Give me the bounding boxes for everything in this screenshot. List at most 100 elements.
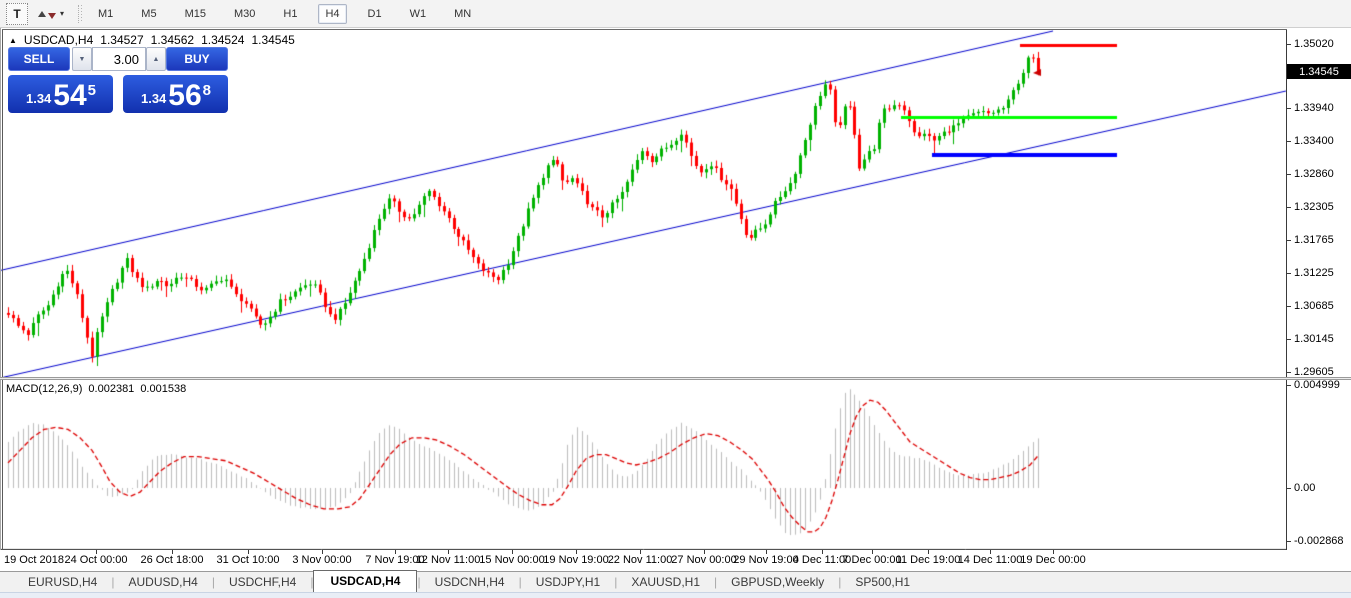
price-axis-tick (1287, 207, 1291, 208)
price-axis-tick (1287, 339, 1291, 340)
pane-left-border (2, 30, 3, 550)
macd-indicator-canvas[interactable] (0, 380, 1287, 550)
time-axis-label: 15 Nov 00:00 (479, 554, 545, 566)
volume-input[interactable]: 3.00 (92, 47, 146, 71)
timeframe-d1[interactable]: D1 (367, 7, 382, 20)
buy-price-big: 56 (168, 79, 202, 112)
time-axis-tick (928, 550, 929, 554)
time-axis-label: 19 Dec 00:00 (1020, 554, 1086, 566)
sell-price-button[interactable]: 1.34 54 5 (8, 75, 113, 113)
tab-separator: | (518, 575, 522, 589)
price-axis-tick (1287, 141, 1291, 142)
one-click-trading-panel: SELL ▼ 3.00 ▲ BUY 1.34 54 5 1.34 56 8 (8, 47, 228, 113)
buy-price-sup: 8 (202, 82, 212, 99)
time-axis-label: 4 Dec 11:00 (792, 554, 852, 566)
open-value: 1.34527 (100, 33, 144, 47)
time-axis[interactable]: 19 Oct 2018 24 Oct 00:00 26 Oct 18:00 31 Oc… (0, 550, 1351, 571)
buy-price-prefix: 1.34 (140, 91, 167, 106)
time-axis-label: 11 Dec 19:00 (895, 554, 961, 566)
time-axis-label: 7 Dec 00:00 (842, 554, 902, 566)
time-axis-label: 26 Oct 18:00 (140, 554, 204, 566)
timeframe-w1[interactable]: W1 (409, 7, 427, 20)
timeframe-m1[interactable]: M1 (98, 7, 114, 20)
macd-indicator-label: MACD(12,26,9) 0.002381 0.001538 (6, 383, 186, 395)
toolbar: T ▾ M1 M5 M15 M30 H1 H4 D1 W1 MN (0, 0, 1351, 28)
time-axis-label: 19 Nov 19:00 (543, 554, 609, 566)
buy-price-button[interactable]: 1.34 56 8 (123, 75, 228, 113)
bottom-strip (0, 592, 1351, 598)
timeframe-m5[interactable]: M5 (141, 7, 157, 20)
time-axis-tick (576, 550, 577, 554)
chart-tab-xauusd-h1[interactable]: XAUUSD,H1 (631, 575, 701, 589)
chart-tab-usdcnh-h4[interactable]: USDCNH,H4 (434, 575, 505, 589)
time-axis-tick (172, 550, 173, 554)
price-axis-tick (1287, 306, 1291, 307)
chart-title: ▲ USDCAD,H4 1.34527 1.34562 1.34524 1.34… (9, 33, 295, 47)
sell-button[interactable]: SELL (8, 47, 70, 71)
arrows-tool-button[interactable]: ▾ (34, 4, 68, 24)
timeframe-h4[interactable]: H4 (318, 3, 347, 24)
price-axis-label: 1.31765 (1294, 234, 1334, 246)
time-axis-tick (248, 550, 249, 554)
macd-axis-tick (1287, 541, 1291, 542)
arrow-up-icon (37, 10, 46, 17)
timeframe-h1[interactable]: H1 (283, 7, 298, 20)
chart-tab-usdjpy-h1[interactable]: USDJPY,H1 (535, 575, 601, 589)
pane-splitter[interactable] (0, 377, 1351, 380)
sell-price-sup: 5 (87, 82, 97, 99)
macd-axis-tick (1287, 488, 1291, 489)
symbol-period-label: USDCAD,H4 (23, 33, 94, 47)
timeframe-mn[interactable]: MN (454, 7, 472, 20)
chart-tab-usdchf-h4[interactable]: USDCHF,H4 (228, 575, 297, 589)
buy-button[interactable]: BUY (166, 47, 228, 71)
time-axis-tick (640, 550, 641, 554)
chart-tab-gbpusd-weekly[interactable]: GBPUSD,Weekly (731, 575, 825, 589)
time-axis-label: 3 Nov 00:00 (292, 554, 352, 566)
chart-tab-sp500-h1[interactable]: SP500,H1 (855, 575, 911, 589)
tab-separator: | (310, 575, 314, 589)
text-tool-button[interactable]: T (6, 2, 28, 25)
chart-tab-bar: EURUSD,H4 | AUDUSD,H4 | USDCHF,H4 | USDCAD,H4 |… (0, 570, 1351, 592)
time-axis-label: 24 Oct 00:00 (64, 554, 128, 566)
current-price-tag: 1.34545 (1287, 64, 1351, 79)
time-axis-label: 12 Nov 11:00 (415, 554, 481, 566)
time-axis-label: 29 Nov 19:00 (733, 554, 799, 566)
time-axis-tick (395, 550, 396, 554)
price-axis-label: 1.33940 (1294, 102, 1334, 114)
price-axis-tick (1287, 174, 1291, 175)
tab-separator: | (417, 575, 421, 589)
chart-tab-usdcad-h4[interactable]: USDCAD,H4 (313, 570, 418, 592)
arrow-down-icon (47, 13, 56, 19)
macd-axis-tick (1287, 385, 1291, 386)
timeframe-m15[interactable]: M15 (184, 7, 206, 20)
tab-separator: | (838, 575, 842, 589)
price-axis-tick (1287, 273, 1291, 274)
chart-tab-eurusd-h4[interactable]: EURUSD,H4 (28, 575, 98, 589)
price-axis-tick (1287, 240, 1291, 241)
tab-bar-lead (0, 572, 14, 592)
sell-price-big: 54 (53, 79, 87, 112)
macd-axis-label: 0.00 (1294, 482, 1316, 494)
price-axis-label: 1.35020 (1294, 38, 1334, 50)
price-axis-tick (1287, 44, 1291, 45)
time-axis-tick (1053, 550, 1054, 554)
time-axis-label: 7 Nov 19:00 (365, 554, 425, 566)
tab-separator: | (211, 575, 215, 589)
price-axis-label: 1.31225 (1294, 267, 1334, 279)
macd-axis-label: 0.004999 (1294, 379, 1340, 391)
toolbar-grip[interactable] (78, 4, 83, 23)
timeframe-m30[interactable]: M30 (233, 7, 256, 20)
tab-separator: | (111, 575, 115, 589)
window-left-edge (0, 28, 1, 570)
volume-increase-button[interactable]: ▲ (146, 47, 166, 71)
time-axis-tick (322, 550, 323, 554)
volume-decrease-button[interactable]: ▼ (72, 47, 92, 71)
price-axis-label: 1.33400 (1294, 135, 1334, 147)
macd-name: MACD(12,26,9) (6, 383, 83, 395)
chart-tab-audusd-h4[interactable]: AUDUSD,H4 (128, 575, 198, 589)
time-axis-tick (96, 550, 97, 554)
price-axis-label: 1.30685 (1294, 300, 1334, 312)
time-axis-label: 22 Nov 11:00 (607, 554, 673, 566)
collapse-arrow-icon[interactable]: ▲ (9, 35, 17, 45)
